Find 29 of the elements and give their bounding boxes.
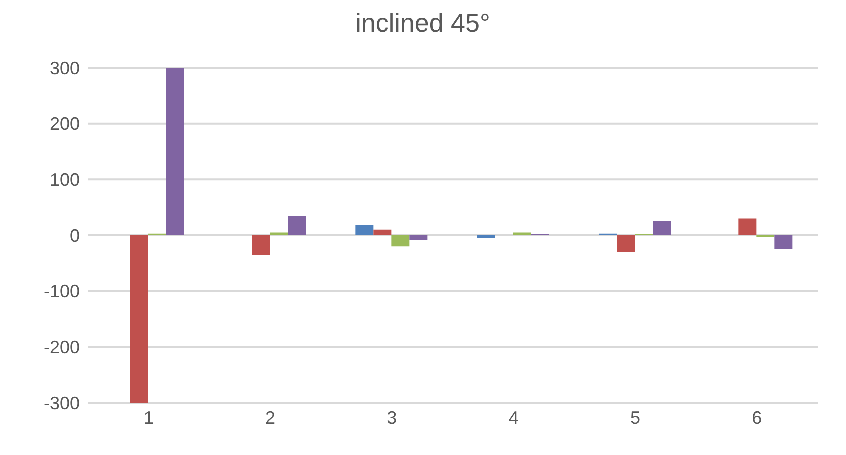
- bar: [477, 236, 496, 238]
- y-tick-label: 300: [50, 58, 80, 78]
- y-tick-label: 100: [50, 170, 80, 190]
- x-tick-label: 4: [508, 408, 519, 428]
- bar: [617, 236, 635, 252]
- bar: [738, 218, 757, 236]
- bar: [356, 225, 374, 236]
- y-tick-label: 200: [50, 114, 80, 134]
- bar: [410, 236, 428, 240]
- y-tick-label: -200: [44, 338, 80, 358]
- x-tick-label: 1: [144, 408, 154, 428]
- bar: [774, 236, 793, 250]
- bar: [270, 232, 288, 236]
- y-tick-label: -100: [44, 282, 80, 302]
- x-tick-label: 2: [265, 408, 276, 428]
- y-tick-label: 0: [70, 226, 80, 246]
- x-tick-label: 6: [752, 408, 762, 428]
- chart-title: inclined 45°: [354, 8, 492, 40]
- x-tick-label: 5: [630, 408, 641, 428]
- bar: [653, 222, 671, 236]
- bar: [374, 230, 392, 236]
- bar: [513, 232, 532, 236]
- bar: [392, 236, 410, 247]
- bar: [130, 236, 148, 403]
- x-tick-label: 3: [387, 408, 398, 428]
- y-tick-label: -300: [44, 393, 80, 414]
- bar: [252, 236, 270, 256]
- bar: [166, 68, 184, 236]
- bar: [288, 216, 306, 236]
